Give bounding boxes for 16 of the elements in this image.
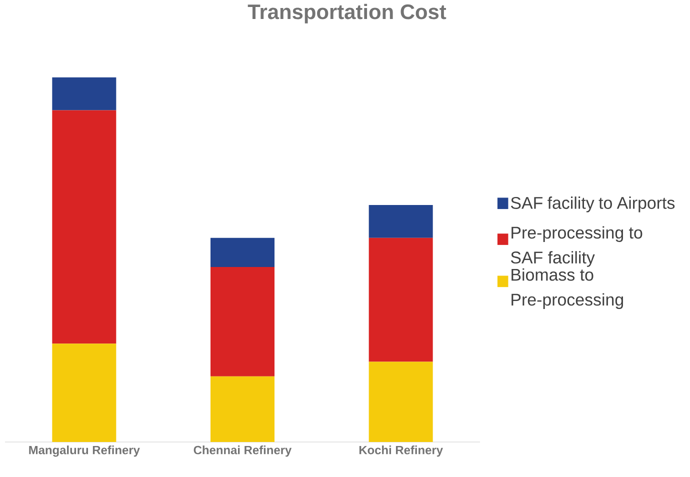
x-tick-label: Mangaluru Refinery bbox=[29, 446, 140, 457]
bar bbox=[52, 77, 116, 110]
bar bbox=[368, 238, 433, 362]
bar bbox=[210, 267, 275, 376]
bar bbox=[368, 205, 433, 238]
legend-label: Biomass to Pre-processing bbox=[512, 268, 623, 310]
bar bbox=[52, 110, 116, 344]
x-tick-label: Kochi Refinery bbox=[359, 446, 443, 457]
bar bbox=[368, 362, 433, 442]
legend-label: Pre-processing to SAF facility bbox=[510, 226, 642, 267]
x-tick-label: Chennai Refinery bbox=[194, 446, 292, 457]
chart-title: Transportation Cost bbox=[248, 4, 446, 24]
bar bbox=[52, 344, 116, 442]
legend-label: SAF facility to Airports bbox=[510, 196, 675, 212]
bar bbox=[210, 238, 275, 268]
bar bbox=[210, 376, 275, 442]
